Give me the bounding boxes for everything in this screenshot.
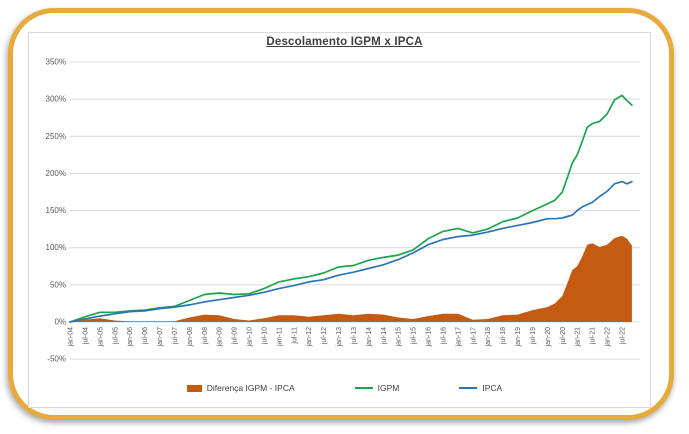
x-axis-tick-label: jan-09 xyxy=(217,327,224,348)
y-axis-tick-label: 100% xyxy=(46,243,66,252)
x-axis-tick-label: jul-14 xyxy=(381,327,388,345)
x-axis-tick-label: jul-09 xyxy=(232,327,239,345)
x-axis-tick-label: jan-19 xyxy=(515,327,522,348)
legend-item-label: IGPM xyxy=(377,383,400,393)
x-axis-tick-label: jan-08 xyxy=(187,327,194,348)
x-axis-tick-label: jul-05 xyxy=(112,327,119,345)
x-axis-tick-label: jul-15 xyxy=(411,327,418,345)
x-axis-tick-label: jan-20 xyxy=(545,327,552,348)
y-axis-tick-label: 200% xyxy=(46,169,66,178)
x-axis-tick-label: jan-05 xyxy=(97,327,104,348)
y-axis-tick-label: 350% xyxy=(46,58,66,67)
x-axis-tick-label: jan-21 xyxy=(575,327,582,348)
x-axis-tick-label: jul-11 xyxy=(291,327,298,345)
x-axis-tick-label: jan-13 xyxy=(336,327,343,348)
x-axis-tick-label: jul-10 xyxy=(261,327,268,345)
x-axis-tick-label: jul-13 xyxy=(351,327,358,345)
chart-area-border xyxy=(28,32,651,408)
x-axis-tick-label: jul-20 xyxy=(560,327,567,345)
x-axis-tick-label: jan-12 xyxy=(306,327,313,348)
x-axis-tick-label: jul-22 xyxy=(620,327,627,345)
x-axis-tick-label: jul-18 xyxy=(500,327,507,345)
y-axis-tick-label: 300% xyxy=(46,95,66,104)
x-axis-tick-label: jul-07 xyxy=(172,327,179,345)
legend-item: Diferença IGPM - IPCA xyxy=(186,383,295,393)
legend-item: IGPM xyxy=(354,383,400,393)
x-axis-tick-label: jul-16 xyxy=(440,327,447,345)
diff-area-series xyxy=(70,235,632,322)
y-axis-tick-label: 250% xyxy=(46,132,66,141)
x-axis-tick-label: jan-16 xyxy=(426,327,433,348)
legend-line-swatch-icon xyxy=(459,387,478,389)
x-axis-tick-label: jul-21 xyxy=(590,327,597,345)
x-axis-tick-label: jan-17 xyxy=(455,327,462,348)
x-axis-tick-label: jan-04 xyxy=(68,327,75,348)
x-axis-tick-label: jul-04 xyxy=(82,327,89,345)
chart-title: Descolamento IGPM x IPCA xyxy=(266,36,423,48)
x-axis-tick-label: jul-17 xyxy=(470,327,477,345)
x-axis-tick-label: jan-22 xyxy=(605,327,612,348)
legend-item-label: Diferença IGPM - IPCA xyxy=(206,383,295,393)
y-axis-tick-label: -50% xyxy=(47,355,66,364)
x-axis-tick-label: jul-06 xyxy=(142,327,149,345)
legend-item: IPCA xyxy=(459,383,502,393)
x-axis-tick-label: jan-15 xyxy=(396,327,403,348)
legend-line-swatch-icon xyxy=(354,387,373,389)
x-axis-tick-label: jul-19 xyxy=(530,327,537,345)
x-axis-tick-label: jul-08 xyxy=(202,327,209,345)
x-axis-tick-label: jan-10 xyxy=(247,327,254,348)
igpm-line-series xyxy=(69,94,633,323)
y-axis-tick-label: 0% xyxy=(54,318,66,327)
ipca-line-series xyxy=(69,180,633,323)
chart-legend: Diferença IGPM - IPCA IGPM IPCA xyxy=(0,378,689,398)
x-axis-tick-label: jan-18 xyxy=(485,327,492,348)
legend-item-label: IPCA xyxy=(482,383,503,393)
legend-area-swatch-icon xyxy=(186,384,202,392)
x-axis-tick-label: jul-12 xyxy=(321,327,328,345)
x-axis-tick-label: jan-06 xyxy=(127,327,134,348)
x-axis-tick-label: jan-07 xyxy=(157,327,164,348)
x-axis-tick-label: jan-14 xyxy=(366,327,373,348)
x-axis-tick-label: jan-11 xyxy=(276,327,283,347)
y-axis-tick-label: 150% xyxy=(46,206,66,215)
y-axis-tick-label: 50% xyxy=(50,280,66,289)
